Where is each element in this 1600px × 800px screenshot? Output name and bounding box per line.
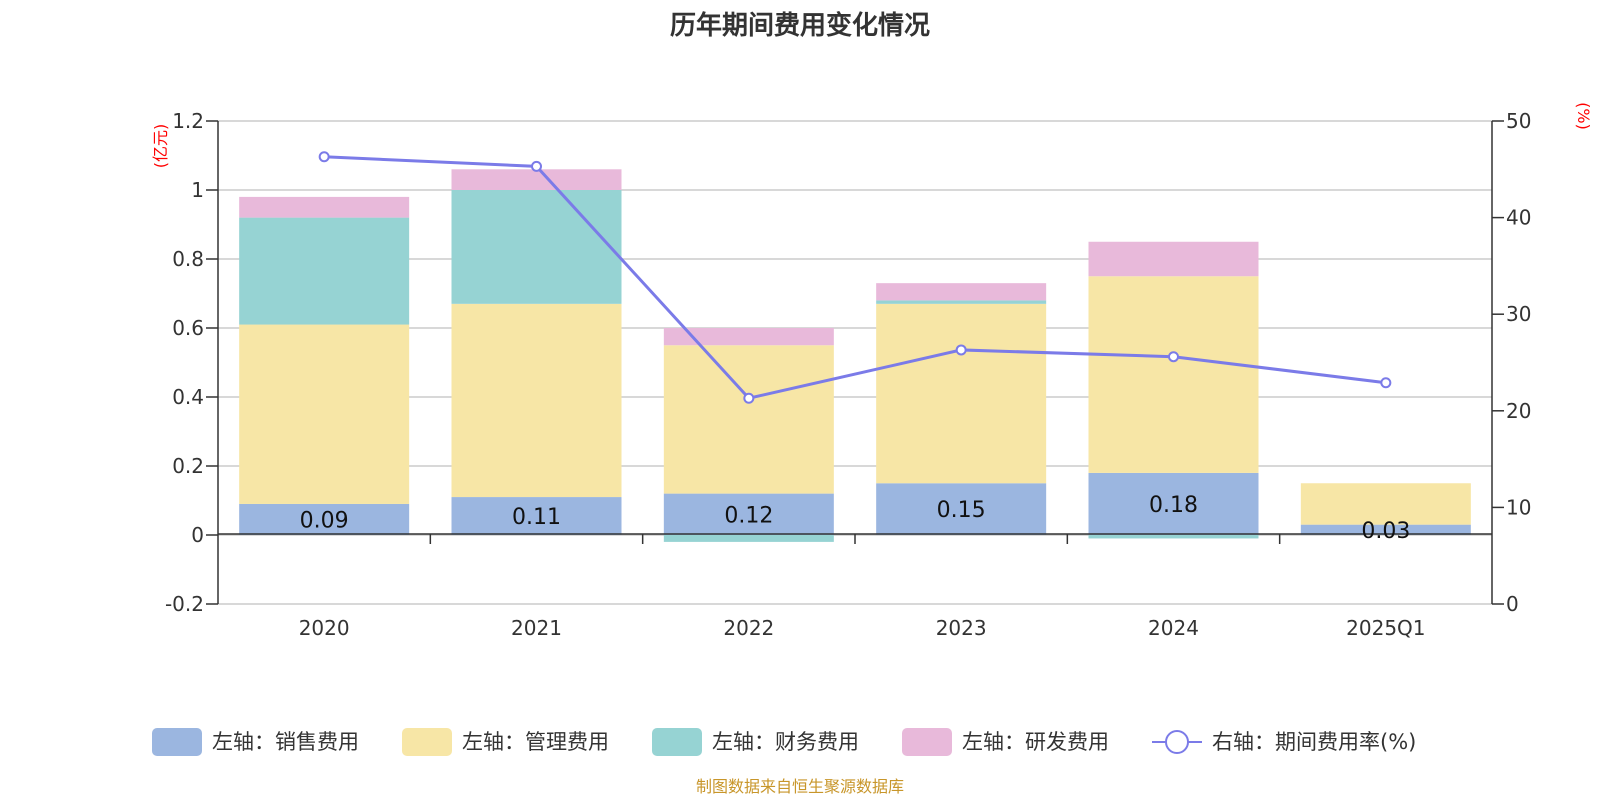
expense-rate-point bbox=[531, 160, 542, 172]
bar-segment bbox=[451, 169, 622, 190]
bar-segment bbox=[1088, 241, 1259, 277]
expense-rate-point bbox=[318, 151, 330, 163]
x-tick-label: 2022 bbox=[723, 616, 774, 640]
right-tick-label: 30 bbox=[1506, 302, 1531, 326]
legend-swatch bbox=[902, 728, 952, 756]
right-tick-label: 40 bbox=[1506, 206, 1531, 230]
left-tick-label: 1 bbox=[191, 178, 204, 202]
bar-segment bbox=[451, 497, 622, 535]
bars bbox=[239, 169, 1471, 542]
expense-rate-point bbox=[955, 344, 967, 356]
bar-labels: 0.09 0.11 0.12 0.15 0.18 0.03 bbox=[300, 493, 1411, 544]
legend-label: 左轴：研发费用 bbox=[962, 730, 1109, 754]
legend-marker bbox=[1165, 730, 1189, 754]
bar-segment bbox=[451, 190, 622, 304]
legend-label: 左轴：财务费用 bbox=[712, 730, 859, 754]
bar-segment bbox=[239, 217, 410, 325]
left-tick-label: 0.2 bbox=[172, 454, 204, 478]
x-tick-label: 2025Q1 bbox=[1346, 616, 1425, 640]
legend-swatch bbox=[152, 728, 202, 756]
legend: 左轴：销售费用 左轴：管理费用 左轴：财务费用 左轴：研发费用 右轴：期间费用率(%) bbox=[152, 728, 1416, 756]
x-tick-label: 2023 bbox=[936, 616, 987, 640]
bar-segment bbox=[876, 300, 1047, 304]
bar-segment bbox=[1300, 483, 1471, 525]
data-label: 0.03 bbox=[1361, 519, 1410, 544]
x-tick-label: 2021 bbox=[511, 616, 562, 640]
expense-rate-point bbox=[1380, 377, 1392, 389]
left-axis-unit: (亿元) bbox=[151, 124, 170, 169]
left-tick-label: 0.6 bbox=[172, 316, 204, 340]
legend-swatch bbox=[402, 728, 452, 756]
bar-segment bbox=[451, 303, 622, 498]
bar-segment bbox=[663, 345, 834, 494]
bar-segment bbox=[1088, 535, 1259, 539]
line-series bbox=[318, 151, 1392, 404]
chart-title: 历年期间费用变化情况 bbox=[670, 10, 930, 41]
data-label: 0.15 bbox=[937, 498, 986, 523]
data-label: 0.12 bbox=[724, 503, 773, 528]
bar-segment bbox=[876, 303, 1047, 484]
data-label: 0.09 bbox=[300, 508, 349, 533]
bar-segment bbox=[876, 283, 1047, 301]
right-tick-label: 20 bbox=[1506, 399, 1531, 423]
left-tick-label: 0.4 bbox=[172, 385, 204, 409]
bar-segment bbox=[663, 493, 834, 535]
left-tick-label: 0.8 bbox=[172, 247, 204, 271]
legend-swatch bbox=[652, 728, 702, 756]
bar-segment bbox=[663, 328, 834, 346]
expense-rate-point bbox=[1168, 351, 1179, 363]
left-tick-label: 1.2 bbox=[172, 109, 204, 133]
right-axis-unit: (%) bbox=[1574, 102, 1593, 130]
source-note: 制图数据来自恒生聚源数据库 bbox=[696, 777, 904, 796]
right-tick-label: 0 bbox=[1506, 592, 1519, 616]
bar-segment bbox=[663, 535, 834, 542]
bar-segment bbox=[1088, 472, 1259, 535]
left-tick-label: -0.2 bbox=[165, 592, 204, 616]
right-tick-label: 10 bbox=[1506, 495, 1531, 519]
legend-label: 左轴：管理费用 bbox=[462, 730, 609, 754]
bar-segment bbox=[239, 503, 410, 535]
data-label: 0.18 bbox=[1149, 493, 1198, 518]
bar-segment bbox=[1300, 524, 1471, 535]
data-label: 0.11 bbox=[512, 505, 561, 530]
bar-segment bbox=[1088, 276, 1259, 473]
right-tick-label: 50 bbox=[1506, 109, 1531, 133]
bar-segment bbox=[239, 196, 410, 218]
x-tick-label: 2024 bbox=[1148, 616, 1199, 640]
expense-rate-point bbox=[743, 392, 755, 404]
bar-segment bbox=[876, 483, 1047, 535]
expense-rate-line bbox=[324, 155, 1387, 400]
axes: -0.2 0 0.2 0.4 0.6 0.8 1 1.2 0 10 20 30 40 50 2020 2021… bbox=[165, 109, 1531, 640]
legend-label: 左轴：销售费用 bbox=[212, 730, 359, 754]
left-tick-label: 0 bbox=[191, 523, 204, 547]
bar-segment bbox=[239, 324, 410, 504]
legend-label: 右轴：期间费用率(%) bbox=[1212, 730, 1416, 754]
x-tick-label: 2020 bbox=[299, 616, 350, 640]
